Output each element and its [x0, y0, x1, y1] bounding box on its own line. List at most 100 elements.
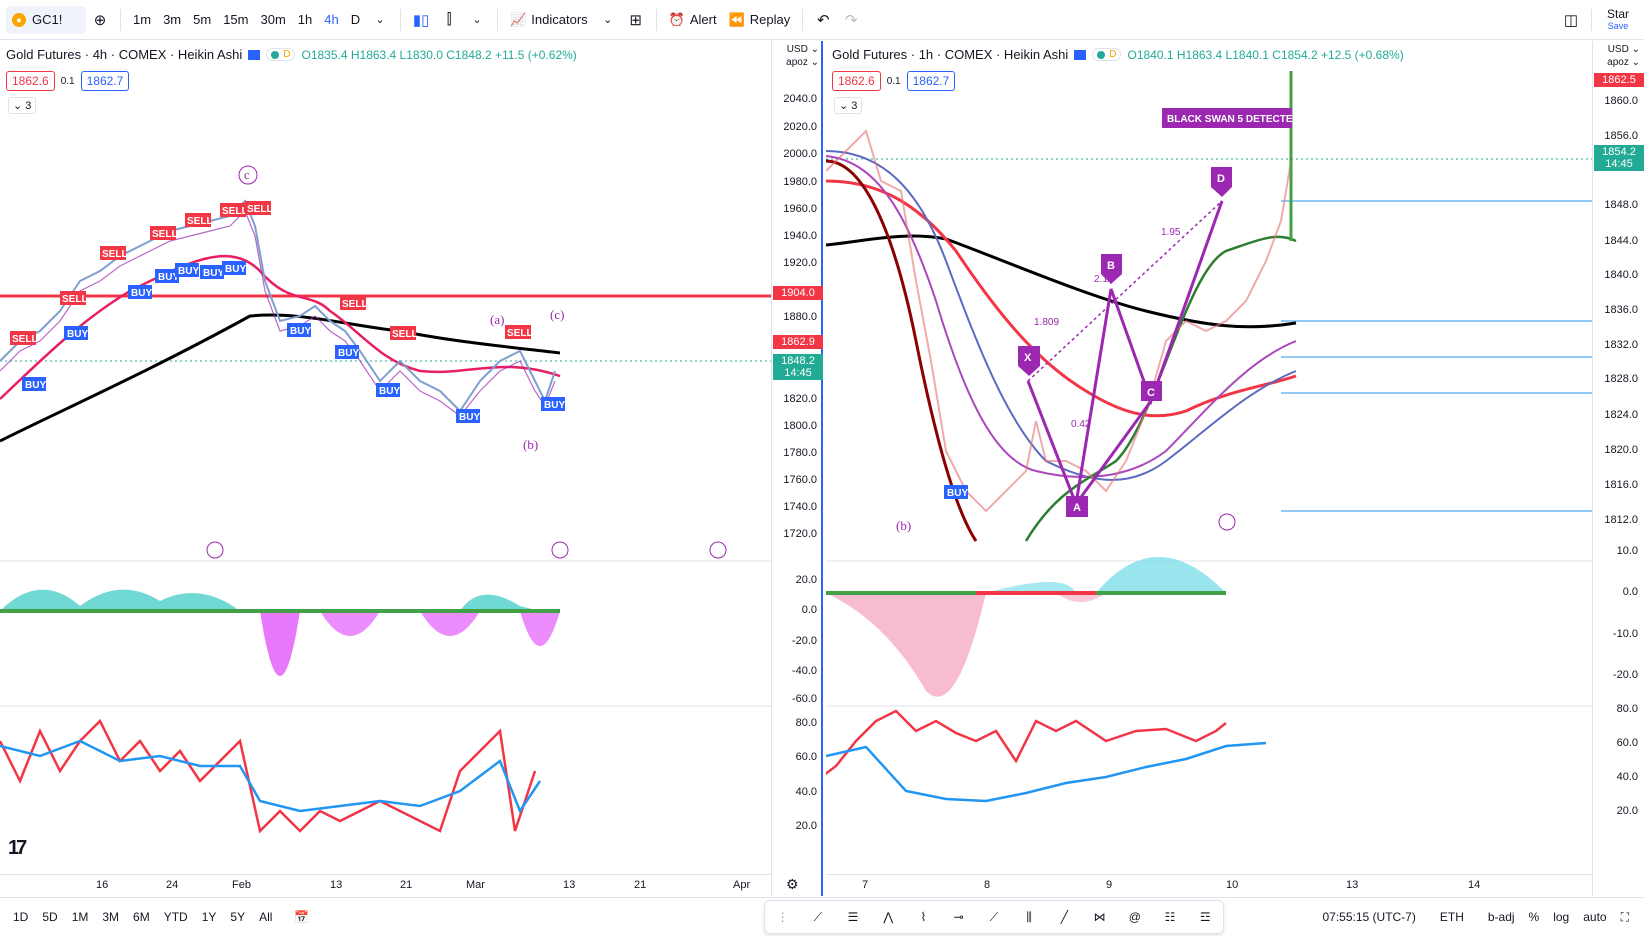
redo-icon[interactable]: ↷: [844, 11, 858, 29]
time-tick: Feb: [232, 879, 251, 891]
ratio-xb: 1.809: [1034, 317, 1059, 328]
buy-price-button[interactable]: 1862.7: [80, 71, 130, 91]
session-toggle[interactable]: ETH: [1439, 910, 1464, 924]
interval-1h[interactable]: 1h: [297, 12, 313, 27]
interval-1m[interactable]: 1m: [133, 12, 152, 27]
right-price-axis[interactable]: USD ⌄ apoz ⌄ 1862.5 1860.0 1856.0 1854.2…: [1592, 41, 1644, 896]
status-pill[interactable]: D: [1092, 48, 1122, 61]
bars-pattern-icon[interactable]: ⫼: [1026, 909, 1032, 924]
left-chart-canvas[interactable]: SELL SELL SELL SELL SELL SELL SELL SELL …: [0, 41, 771, 874]
drag-handle-icon[interactable]: ⋮: [776, 910, 789, 924]
pattern-point-c: C: [1147, 387, 1155, 399]
save-button[interactable]: Star Save: [1598, 8, 1638, 32]
oscillator-red-line: [826, 709, 1227, 776]
sell-signal: SELL: [187, 216, 213, 227]
range-6M[interactable]: 6M: [133, 910, 150, 924]
chevron-down-icon[interactable]: ⌄: [603, 14, 613, 26]
price-series: [826, 129, 1292, 513]
spread-value: 0.1: [886, 75, 901, 87]
abcd-pattern-icon[interactable]: ⋀: [883, 910, 894, 924]
price-tag-red: 1862.5: [1594, 73, 1644, 87]
price-tag-current: 1862.9: [773, 335, 823, 349]
percent-toggle[interactable]: %: [1528, 910, 1540, 924]
sell-price-button[interactable]: 1862.6: [6, 71, 55, 91]
compare-add-icon[interactable]: ⊕: [93, 11, 107, 29]
interval-15m[interactable]: 15m: [223, 12, 249, 27]
trendline-icon[interactable]: ╱: [1060, 910, 1068, 924]
position-icon[interactable]: ☷: [1164, 910, 1176, 924]
range-1M[interactable]: 1M: [71, 910, 89, 924]
range-5D[interactable]: 5D: [42, 910, 58, 924]
left-chart-pane[interactable]: SELL SELL SELL SELL SELL SELL SELL SELL …: [0, 41, 823, 896]
currency-label[interactable]: USD ⌄: [786, 44, 819, 55]
interval-3m[interactable]: 3m: [163, 12, 182, 27]
osc-tick: -40.0: [791, 665, 817, 677]
fib-lines-icon[interactable]: ☰: [847, 910, 859, 924]
ray-icon[interactable]: ⟋: [989, 909, 999, 924]
chevron-down-icon[interactable]: ⌄: [375, 14, 385, 26]
scale-label[interactable]: apoz ⌄: [1607, 57, 1640, 68]
symbol-search[interactable]: ● GC1!: [6, 5, 86, 34]
range-5Y[interactable]: 5Y: [230, 910, 246, 924]
price-tag-green: 1848.2 14:45: [773, 354, 823, 380]
clock[interactable]: 07:55:15 (UTC-7): [1322, 910, 1416, 924]
candle-icon[interactable]: ⫿: [446, 11, 452, 28]
time-tick: 9: [1106, 879, 1113, 891]
time-tick: 21: [400, 879, 413, 891]
right-chart-pane[interactable]: X A B C D 1.809 1.95 2.1 0.42 BLACK SWAN…: [826, 41, 1644, 896]
rsi-tick: 20.0: [795, 820, 817, 832]
range-All[interactable]: All: [259, 910, 273, 924]
time-tick: 10: [1226, 879, 1239, 891]
bar-style-icon[interactable]: ▮▯: [412, 11, 430, 29]
range-3M[interactable]: 3M: [102, 910, 120, 924]
top-toolbar: ● GC1! ⊕ 1m 3m 5m 15m 30m 1h 4h D ⌄ ▮▯ ⫿…: [0, 0, 1644, 40]
interval-D[interactable]: D: [350, 12, 361, 27]
interval-5m[interactable]: 5m: [193, 12, 212, 27]
status-pill[interactable]: D: [266, 48, 296, 61]
path-icon[interactable]: ⌇: [920, 910, 927, 924]
measure-icon[interactable]: ☲: [1199, 910, 1211, 924]
chevron-down-icon[interactable]: ⌄: [472, 14, 482, 26]
layout-grid-icon[interactable]: ⊞: [629, 11, 642, 29]
buy-signal: BUY: [338, 348, 359, 359]
range-YTD[interactable]: YTD: [163, 910, 188, 924]
indicators-button[interactable]: 📈 Indicators: [504, 6, 594, 34]
interval-30m[interactable]: 30m: [260, 12, 286, 27]
sell-price-button[interactable]: 1862.6: [832, 71, 881, 91]
osc-tick: -20.0: [1612, 669, 1638, 681]
auto-toggle[interactable]: auto: [1583, 910, 1607, 924]
save-label: Save: [1607, 20, 1629, 31]
fullscreen-icon[interactable]: ⛶: [1620, 909, 1629, 924]
left-price-axis[interactable]: USD ⌄ apoz ⌄ 2040.0 2020.0 2000.0 1980.0…: [771, 41, 823, 896]
goto-date-icon[interactable]: 📅: [294, 910, 310, 924]
elliott-wave-icon[interactable]: ⋈: [1093, 910, 1106, 924]
divider: [400, 8, 402, 31]
indicator-collapse-button[interactable]: ⌄ 3: [834, 97, 863, 114]
layout-split-icon[interactable]: ◫: [1563, 11, 1579, 29]
replay-label: Replay: [749, 12, 791, 27]
right-chart-canvas[interactable]: X A B C D 1.809 1.95 2.1 0.42 BLACK SWAN…: [826, 41, 1592, 874]
interval-4h[interactable]: 4h: [324, 12, 339, 27]
left-time-axis[interactable]: 16 24 Feb 13 21 Mar 13 21 Apr: [0, 874, 771, 896]
horizontal-line-icon[interactable]: ⊸: [953, 910, 964, 924]
alert-button[interactable]: ⏰ Alert: [663, 6, 723, 34]
xabcd-pattern-icon[interactable]: ⟋: [813, 909, 823, 924]
settings-gear-icon[interactable]: ⚙: [786, 876, 799, 892]
replay-button[interactable]: ⏪ Replay: [723, 6, 797, 34]
indicator-collapse-button[interactable]: ⌄ 3: [8, 97, 37, 114]
badj-toggle[interactable]: b-adj: [1487, 910, 1515, 924]
fib-spiral-icon[interactable]: @: [1128, 910, 1141, 924]
buy-signal: BUY: [178, 266, 199, 277]
right-time-axis[interactable]: 7 8 9 10 13 14: [826, 874, 1592, 896]
scale-label[interactable]: apoz ⌄: [786, 57, 819, 68]
log-toggle[interactable]: log: [1553, 910, 1570, 924]
drawing-toolbar: ⋮ ⟋ ☰ ⋀ ⌇ ⊸ ⟋ ⫼ ╱ ⋈ @ ☷ ☲: [764, 900, 1224, 934]
buy-price-button[interactable]: 1862.7: [906, 71, 956, 91]
range-1D[interactable]: 1D: [13, 910, 29, 924]
osc-tick: -10.0: [1612, 628, 1638, 640]
undo-icon[interactable]: ↶: [816, 11, 830, 29]
price-tick: 1848.0: [1604, 199, 1638, 211]
currency-label[interactable]: USD ⌄: [1607, 44, 1640, 55]
range-1Y[interactable]: 1Y: [201, 910, 217, 924]
pattern-point-x: X: [1024, 352, 1032, 364]
